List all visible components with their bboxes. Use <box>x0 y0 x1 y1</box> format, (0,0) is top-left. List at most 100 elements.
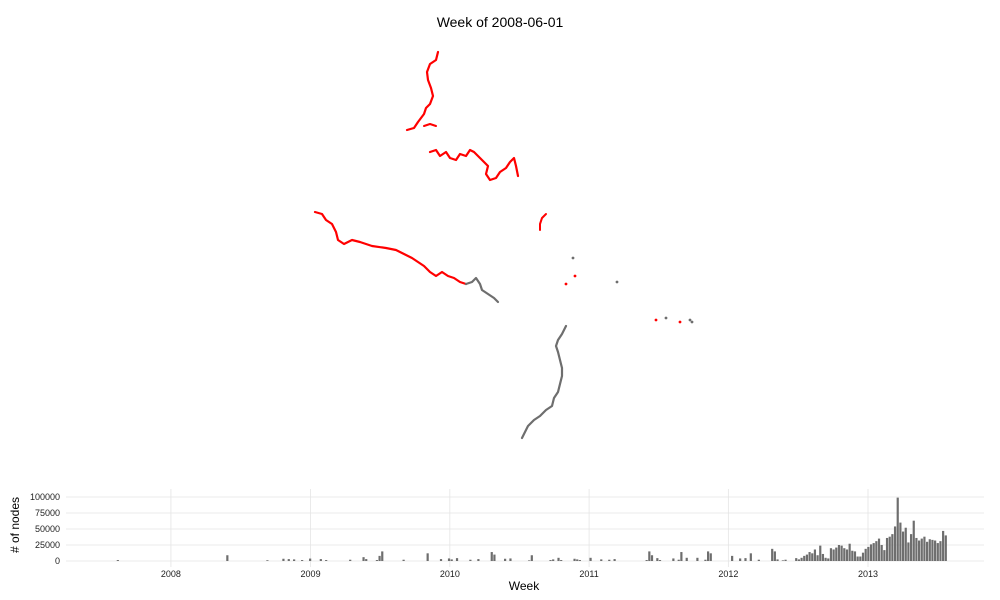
bar <box>504 558 507 561</box>
bar <box>912 520 915 561</box>
bar <box>650 555 654 561</box>
bar <box>840 545 843 561</box>
bar <box>926 541 929 561</box>
trace-current-week <box>539 213 547 231</box>
bar <box>867 546 870 561</box>
bar <box>349 559 352 561</box>
bar <box>589 557 592 561</box>
bar <box>375 560 379 561</box>
bar <box>757 559 760 561</box>
bar <box>827 558 830 561</box>
bar <box>880 545 883 561</box>
bar <box>829 548 833 561</box>
bar <box>915 537 918 561</box>
bar <box>909 534 913 561</box>
bar <box>447 558 451 561</box>
bar <box>776 559 779 561</box>
node-point-current <box>564 282 568 286</box>
bar <box>439 559 443 561</box>
bar <box>942 530 945 561</box>
bar <box>469 559 472 561</box>
node-point-current <box>654 318 658 322</box>
bar <box>309 558 312 561</box>
y-tick-label: 0 <box>55 556 60 566</box>
bar <box>426 553 429 561</box>
bar <box>888 536 891 561</box>
bar <box>805 554 809 561</box>
bar <box>749 553 752 561</box>
bar <box>455 558 459 561</box>
bar <box>934 540 937 561</box>
bar <box>939 541 942 561</box>
trace-earlier-weeks <box>520 324 568 440</box>
bar <box>287 559 290 561</box>
bar <box>872 543 875 561</box>
x-axis-label: Week <box>509 579 540 593</box>
bar <box>864 548 867 561</box>
x-tick-label: 2011 <box>579 569 598 579</box>
bar <box>784 559 787 561</box>
trace-current-week <box>313 210 468 286</box>
bar <box>936 543 939 561</box>
bar <box>883 550 886 561</box>
bar <box>800 557 803 561</box>
y-tick-label: 50000 <box>35 524 60 534</box>
x-tick-label: 2012 <box>718 569 738 579</box>
bar <box>658 560 662 561</box>
bar <box>771 548 774 561</box>
bar <box>843 548 846 561</box>
bar <box>861 552 865 561</box>
bar <box>816 555 819 561</box>
bar <box>402 559 405 561</box>
y-axis-ticks: 0 25000 50000 75000 100000 <box>30 492 60 566</box>
bar <box>677 559 680 561</box>
bar <box>904 527 907 561</box>
bar <box>680 552 683 561</box>
trace-current-week <box>423 123 437 127</box>
bar <box>613 559 616 561</box>
bar <box>450 559 453 561</box>
bar <box>696 557 699 561</box>
bar <box>813 549 817 561</box>
x-tick-label: 2009 <box>301 569 321 579</box>
bar <box>928 539 931 561</box>
node-point-earlier <box>571 256 575 260</box>
bar <box>362 557 365 561</box>
node-point-earlier <box>690 320 694 324</box>
bar <box>891 534 894 561</box>
bar <box>709 553 712 561</box>
bar <box>378 555 381 561</box>
bar <box>819 545 822 561</box>
bar <box>365 559 368 561</box>
x-tick-label: 2013 <box>858 569 878 579</box>
bar <box>859 556 862 561</box>
bar <box>319 559 322 561</box>
bar <box>811 553 814 561</box>
bar <box>325 560 328 561</box>
bar <box>578 560 581 561</box>
bar <box>293 559 296 561</box>
trace-earlier-weeks <box>464 276 500 304</box>
bar <box>557 557 560 561</box>
chart-title: Week of 2008-06-01 <box>436 14 564 30</box>
bar <box>899 522 902 561</box>
y-axis-label: # of nodes <box>8 497 22 553</box>
bar <box>875 541 878 561</box>
bar <box>573 558 576 561</box>
bar <box>576 559 579 561</box>
bar <box>923 536 926 561</box>
bar <box>920 538 923 561</box>
node-point-current <box>573 274 577 278</box>
bar <box>560 560 563 561</box>
bar <box>869 544 873 561</box>
bar <box>739 558 742 561</box>
trace-current-week <box>405 50 440 132</box>
x-tick-label: 2008 <box>161 569 181 579</box>
bar <box>381 551 384 561</box>
bar <box>672 558 675 561</box>
bar <box>837 545 841 561</box>
bar <box>853 551 857 561</box>
bar <box>808 552 811 561</box>
bar <box>896 497 899 561</box>
bar <box>266 560 269 561</box>
